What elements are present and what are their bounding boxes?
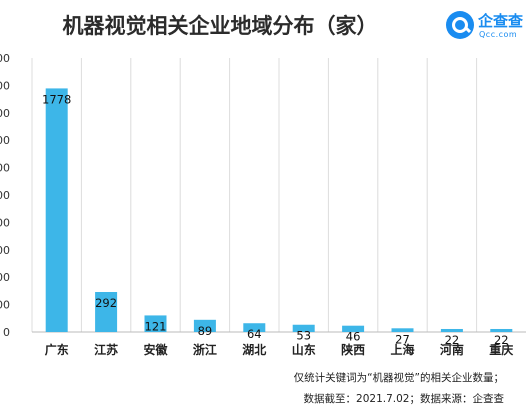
y-tick-label: 600 xyxy=(0,244,10,257)
bar xyxy=(243,323,266,332)
x-tick-label: 山东 xyxy=(292,342,316,357)
footnote-scope: 仅统计关键词为“机器视觉”的相关企业数量； xyxy=(293,372,504,384)
x-tick-label: 重庆 xyxy=(489,342,513,357)
bar xyxy=(95,291,118,332)
y-tick-label: 2000 xyxy=(0,52,10,65)
y-tick-label: 1600 xyxy=(0,107,10,120)
data-label: 1778 xyxy=(42,92,71,106)
bar xyxy=(144,315,167,332)
x-tick-label: 陕西 xyxy=(341,342,365,357)
bar xyxy=(342,325,365,332)
y-tick-label: 400 xyxy=(0,271,10,284)
data-label: 292 xyxy=(95,296,117,310)
data-label: 22 xyxy=(445,333,460,347)
data-label: 53 xyxy=(296,329,311,343)
bar xyxy=(391,328,414,332)
bar xyxy=(490,328,513,332)
x-tick-label: 浙江 xyxy=(193,342,217,357)
y-tick-label: 200 xyxy=(0,299,10,312)
footnote-source: 数据截至：2021.7.02；数据来源：企查查 xyxy=(303,393,504,405)
bar xyxy=(440,328,463,332)
x-tick-label: 安徽 xyxy=(143,342,168,357)
x-tick-label: 上海 xyxy=(390,342,414,357)
magnifier-logo-icon xyxy=(446,11,474,39)
x-tick-label: 广东 xyxy=(45,342,69,357)
logo-name: 企查查 xyxy=(478,12,524,30)
bar xyxy=(45,88,68,332)
data-label: 121 xyxy=(145,319,167,333)
y-tick-label: 1200 xyxy=(0,162,10,175)
data-label: 64 xyxy=(247,327,262,341)
x-tick-label: 河南 xyxy=(439,342,464,357)
data-label: 27 xyxy=(395,332,410,346)
bar xyxy=(193,319,216,332)
x-tick-label: 湖北 xyxy=(242,342,266,357)
data-label: 89 xyxy=(198,324,213,338)
chart-title: 机器视觉相关企业地域分布（家） xyxy=(62,14,378,38)
y-tick-label: 1400 xyxy=(0,134,10,147)
y-tick-label: 1800 xyxy=(0,79,10,92)
x-tick-label: 江苏 xyxy=(94,342,118,357)
data-label: 22 xyxy=(494,333,509,347)
y-tick-label: 1000 xyxy=(0,189,10,202)
brand-logo: 企查查 Qcc.com xyxy=(443,9,526,45)
logo-domain: Qcc.com xyxy=(479,30,518,39)
y-tick-label: 0 xyxy=(3,326,10,339)
bar xyxy=(292,324,315,332)
data-label: 46 xyxy=(346,330,361,344)
y-tick-label: 800 xyxy=(0,216,10,229)
